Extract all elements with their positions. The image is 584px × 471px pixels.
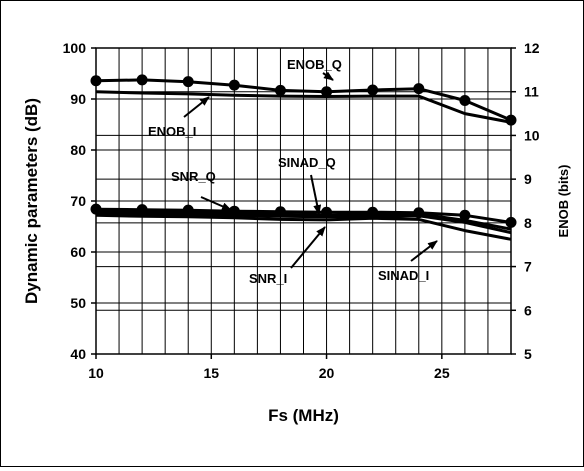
y-tick-label: 50	[70, 295, 86, 311]
y-tick-label: 100	[63, 40, 87, 56]
series-layer	[90, 74, 517, 241]
annotation-label: SINAD_Q	[278, 155, 336, 170]
annotation-arrow	[310, 174, 322, 215]
y-tick-label: 60	[70, 244, 86, 260]
x-tick-label: 25	[434, 365, 450, 381]
y2-tick-label: 9	[524, 171, 532, 187]
annotations: ENOB_Q ENOB_I SNR_Q SINAD_Q SNR_I SINAD_I	[148, 57, 438, 286]
y2-axis-title: ENOB (bits)	[556, 165, 571, 238]
y-tick-label: 80	[70, 142, 86, 158]
annotation-label: SINAD_I	[378, 268, 429, 283]
annotation-label: SNR_I	[249, 271, 287, 286]
axes: 10 15 20 25 40 50 60 70 80 90 100 5 6 7 8 9 10 11 12 Fs (MH…	[22, 40, 571, 425]
series-line-snr_i	[95, 211, 512, 235]
data-point	[367, 84, 379, 96]
series-line-enob_q	[95, 78, 512, 122]
annotation-label: SNR_Q	[171, 169, 216, 184]
annotation-label: ENOB_I	[148, 124, 196, 139]
y2-tick-label: 10	[524, 127, 540, 143]
data-point	[136, 74, 148, 86]
annotation-label: ENOB_Q	[287, 57, 342, 72]
series-line-sinad_q	[95, 209, 512, 231]
y2-tick-label: 6	[524, 302, 532, 318]
y-tick-label: 70	[70, 193, 86, 209]
y-tick-label: 90	[70, 91, 86, 107]
x-tick-label: 10	[88, 365, 104, 381]
x-tick-label: 20	[319, 365, 335, 381]
y2-tick-label: 7	[524, 259, 532, 275]
data-point	[413, 83, 425, 95]
y2-tick-label: 8	[524, 215, 532, 231]
y2-tick-label: 5	[524, 346, 532, 362]
y-tick-label: 40	[70, 346, 86, 362]
data-point	[459, 209, 471, 221]
data-point	[274, 84, 286, 96]
annotation-arrow	[200, 196, 232, 211]
y-axis-title: Dynamic parameters (dB)	[22, 98, 41, 304]
annotation-arrow	[322, 71, 334, 81]
y2-tick-label: 12	[524, 40, 540, 56]
data-point	[228, 79, 240, 91]
annotation-arrow	[183, 96, 210, 118]
series-line-snr_q	[95, 207, 512, 224]
x-axis-title: Fs (MHz)	[268, 406, 339, 425]
y2-tick-label: 11	[524, 84, 539, 100]
data-point	[182, 76, 194, 88]
annotation-arrow	[290, 226, 326, 269]
annotation-arrow	[410, 240, 438, 262]
data-point	[459, 94, 471, 106]
x-tick-label: 15	[203, 365, 219, 381]
series-line-sinad_i	[95, 213, 512, 241]
series-line-enob_i	[95, 90, 512, 124]
data-point	[321, 86, 333, 98]
grid	[95, 47, 512, 355]
